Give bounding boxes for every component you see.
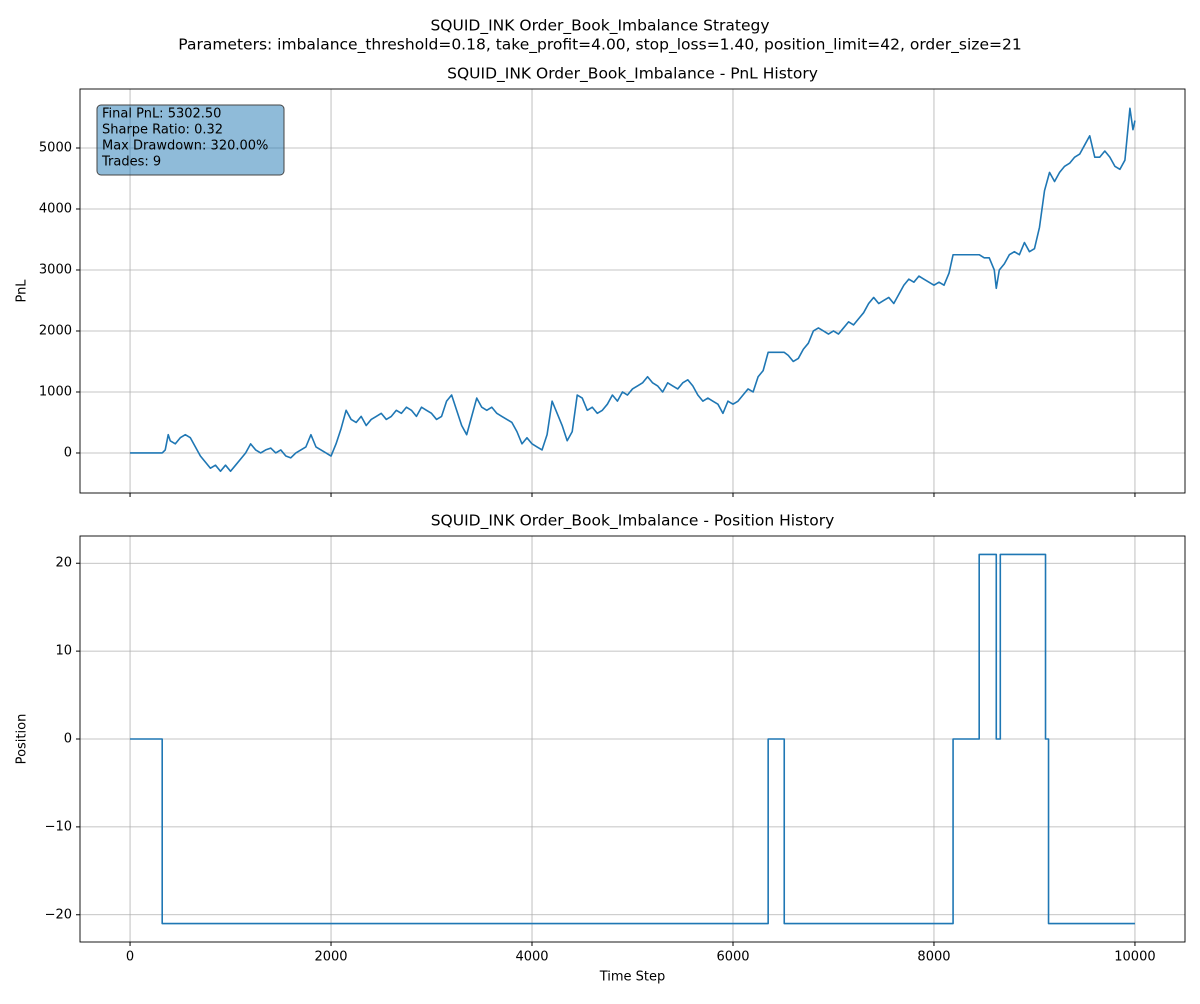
axes-title: SQUID_INK Order_Book_Imbalance - PnL His… xyxy=(447,65,818,84)
data-line xyxy=(130,553,1135,925)
y-tick-label: −10 xyxy=(45,819,72,834)
figure-subtitle: Parameters: imbalance_threshold=0.18, ta… xyxy=(178,36,1021,55)
y-tick-label: 1000 xyxy=(39,384,72,399)
annotation-text: Max Drawdown: 320.00% xyxy=(102,139,268,154)
annotation-text: Sharpe Ratio: 0.32 xyxy=(102,123,223,138)
annotation-text: Final PnL: 5302.50 xyxy=(102,107,221,122)
y-tick-label: 5000 xyxy=(39,140,72,155)
y-tick-label: 2000 xyxy=(39,323,72,338)
annotation-text: Trades: 9 xyxy=(101,155,161,170)
x-tick-label: 10000 xyxy=(1114,950,1155,965)
x-tick-label: 4000 xyxy=(515,950,548,965)
y-tick-label: 10 xyxy=(55,644,72,659)
y-axis-label: Position xyxy=(15,714,30,765)
y-tick-label: 0 xyxy=(64,445,72,460)
y-tick-label: 3000 xyxy=(39,262,72,277)
y-tick-label: 4000 xyxy=(39,201,72,216)
axes-title: SQUID_INK Order_Book_Imbalance - Positio… xyxy=(431,512,835,531)
x-tick-label: 0 xyxy=(126,950,134,965)
x-tick-label: 8000 xyxy=(917,950,950,965)
axes-frame xyxy=(79,535,1186,943)
x-tick-label: 2000 xyxy=(314,950,347,965)
y-axis-label: PnL xyxy=(15,279,30,303)
x-tick-label: 6000 xyxy=(716,950,749,965)
y-tick-label: 0 xyxy=(64,732,72,747)
data-line xyxy=(130,107,1136,473)
x-axis-label: Time Step xyxy=(599,970,666,985)
figure-title: SQUID_INK Order_Book_Imbalance Strategy xyxy=(430,17,769,36)
axes-frame xyxy=(79,88,1186,494)
y-tick-label: −20 xyxy=(45,907,72,922)
y-tick-label: 20 xyxy=(55,556,72,571)
annotation-box xyxy=(96,104,285,176)
